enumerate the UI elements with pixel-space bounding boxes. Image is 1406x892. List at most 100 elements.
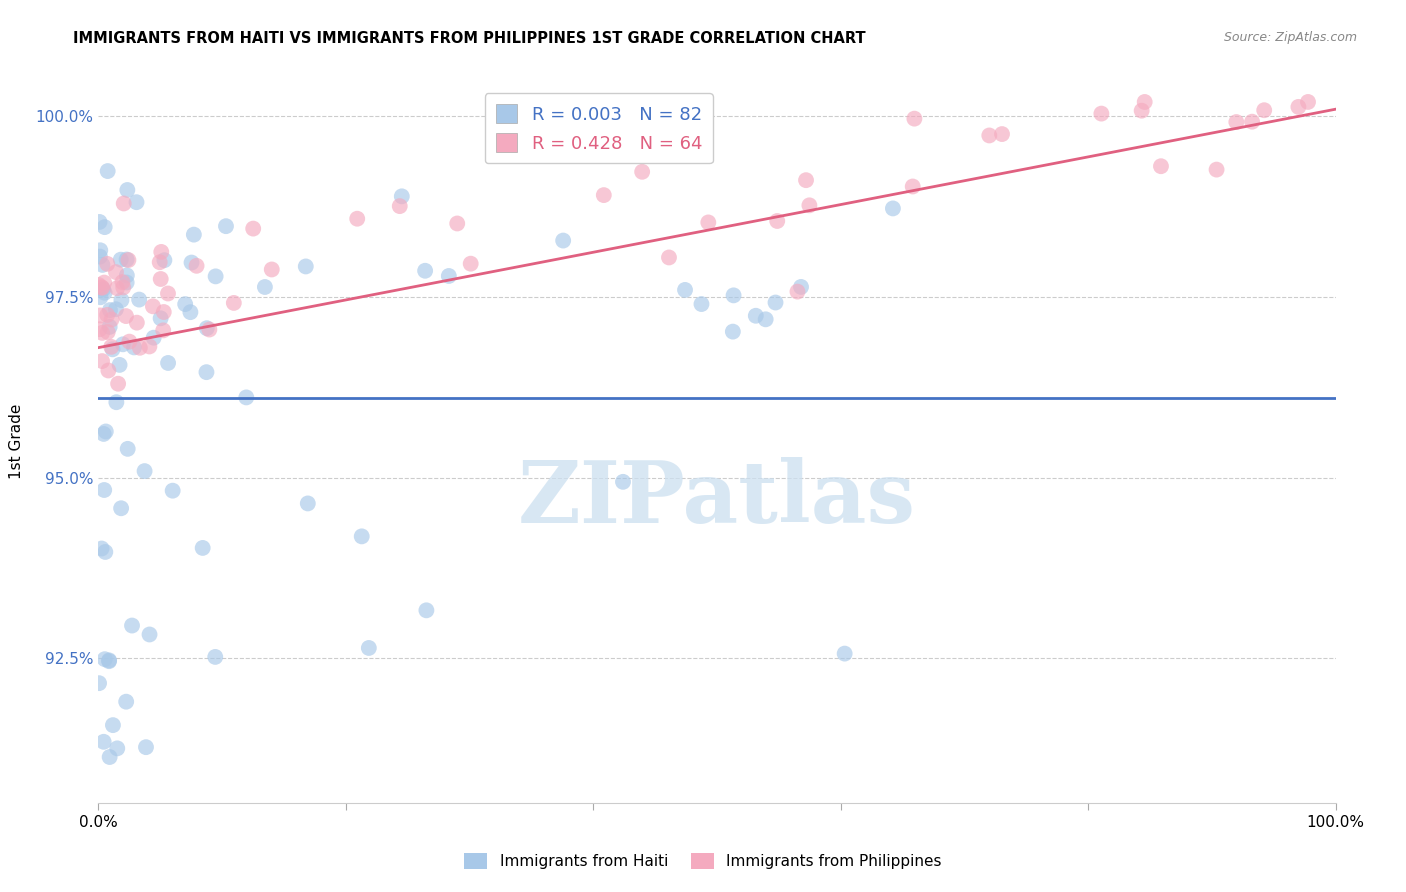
Point (260, 262, 283, 277)
Point (91, 281, 114, 295)
Point (111, 275, 134, 289)
Point (901, 179, 924, 194)
Point (134, 464, 156, 478)
Point (125, 316, 148, 330)
Point (96, 257, 118, 271)
Point (149, 311, 172, 326)
Point (101, 343, 124, 357)
Point (115, 309, 138, 323)
Point (98, 750, 121, 764)
Point (1225, 115, 1247, 129)
Y-axis label: 1st Grade: 1st Grade (10, 404, 24, 479)
Point (91, 258, 114, 272)
Point (1130, 103, 1153, 118)
Point (90, 541, 112, 556)
Point (721, 325, 744, 339)
Point (631, 165, 654, 179)
Point (105, 281, 128, 295)
Text: Source: ZipAtlas.com: Source: ZipAtlas.com (1223, 31, 1357, 45)
Point (117, 183, 139, 197)
Point (195, 321, 218, 335)
Point (97, 164, 120, 178)
Point (215, 219, 238, 234)
Point (90, 280, 112, 294)
Point (1205, 162, 1227, 177)
Point (723, 288, 745, 302)
Point (101, 718, 124, 732)
Point (152, 305, 174, 319)
Point (346, 211, 368, 226)
Point (105, 265, 128, 279)
Point (183, 227, 205, 242)
Point (98, 319, 121, 334)
Point (1286, 100, 1309, 114)
Point (125, 195, 148, 210)
Point (89, 250, 111, 264)
Text: IMMIGRANTS FROM HAITI VS IMMIGRANTS FROM PHILIPPINES 1ST GRADE CORRELATION CHART: IMMIGRANTS FROM HAITI VS IMMIGRANTS FROM… (73, 31, 866, 46)
Point (93, 652, 115, 666)
Point (834, 647, 856, 661)
Point (150, 244, 173, 259)
Point (191, 541, 214, 555)
Point (94, 545, 117, 559)
Point (89, 290, 111, 304)
Point (979, 128, 1001, 143)
Point (110, 501, 132, 516)
Point (391, 189, 413, 203)
Point (100, 312, 122, 326)
Point (98, 653, 121, 667)
Point (612, 475, 634, 489)
Point (882, 202, 904, 216)
Point (138, 339, 160, 353)
Point (112, 196, 135, 211)
Point (122, 340, 145, 354)
Point (111, 337, 134, 351)
Point (253, 280, 276, 294)
Point (673, 283, 696, 297)
Point (786, 285, 808, 299)
Point (105, 741, 128, 756)
Point (790, 280, 813, 294)
Point (93, 285, 115, 300)
Point (91, 354, 114, 368)
Point (121, 618, 143, 632)
Point (135, 740, 157, 755)
Point (294, 260, 316, 274)
Point (697, 215, 720, 229)
Point (388, 199, 411, 213)
Point (142, 331, 165, 345)
Point (1133, 95, 1156, 109)
Point (553, 234, 575, 248)
Point (149, 272, 172, 286)
Point (460, 257, 482, 271)
Point (105, 395, 128, 409)
Point (93, 426, 115, 441)
Point (690, 297, 713, 311)
Point (115, 252, 138, 267)
Point (89, 215, 111, 229)
Point (87, 277, 110, 292)
Point (446, 217, 468, 231)
Point (87, 676, 110, 690)
Point (162, 483, 184, 498)
Point (93, 735, 115, 749)
Point (186, 259, 208, 273)
Point (235, 391, 257, 405)
Point (128, 341, 150, 355)
Point (198, 322, 221, 336)
Point (204, 649, 226, 664)
Point (204, 269, 226, 284)
Point (222, 296, 245, 310)
Point (98, 654, 121, 668)
Point (115, 276, 138, 290)
Point (415, 603, 437, 617)
Point (195, 365, 218, 379)
Point (128, 293, 150, 307)
Point (357, 640, 380, 655)
Point (108, 358, 131, 372)
Point (93, 276, 115, 290)
Point (91, 326, 114, 340)
Text: ZIPatlas: ZIPatlas (517, 458, 917, 541)
Point (1241, 114, 1264, 128)
Point (115, 268, 138, 283)
